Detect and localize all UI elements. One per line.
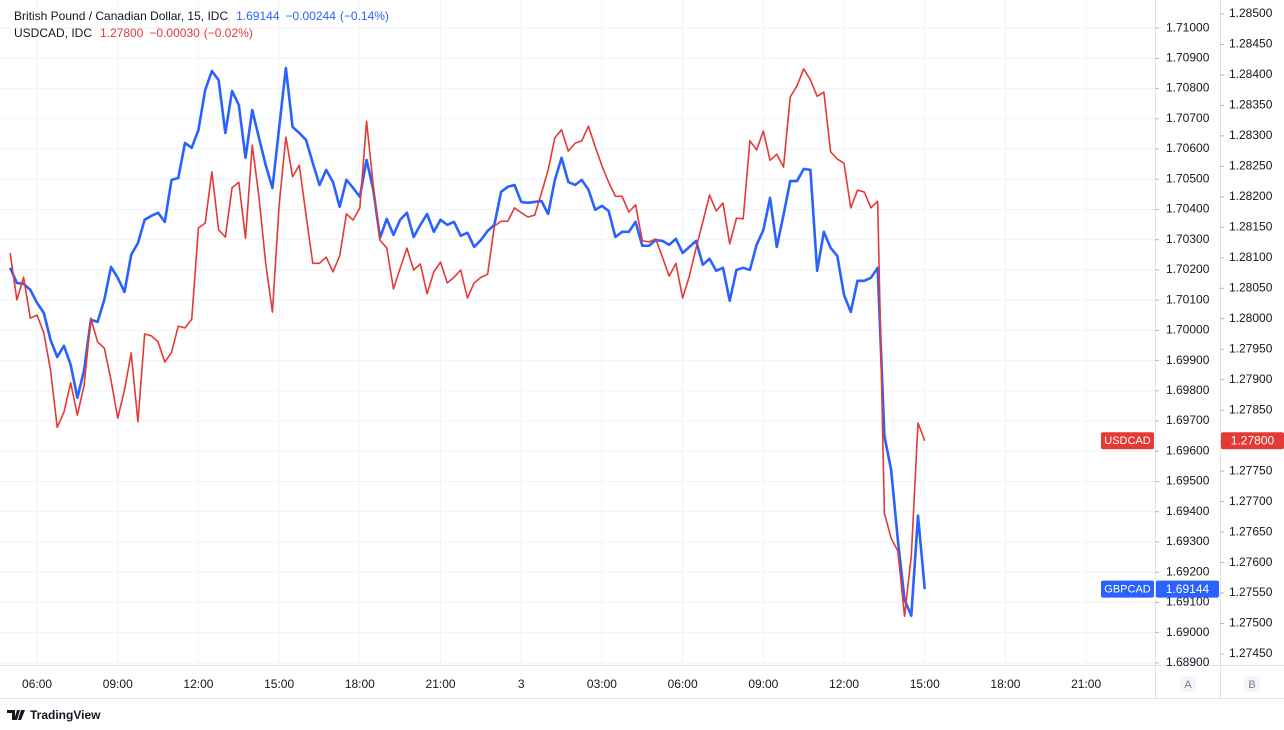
scale-button[interactable] <box>1180 676 1196 692</box>
y-tick-label: 1.69400 <box>1166 504 1210 518</box>
y-tick-label: 1.70700 <box>1166 111 1210 125</box>
scale-button[interactable] <box>1244 676 1260 692</box>
x-tick-label: 21:00 <box>1071 677 1101 691</box>
y2-tick-label: 1.28300 <box>1229 128 1273 142</box>
x-tick-label: 15:00 <box>910 677 940 691</box>
x-tick-label: 12:00 <box>829 677 859 691</box>
legend-value: 1.69144 <box>236 9 280 23</box>
y2-tick-label: 1.27750 <box>1229 463 1273 477</box>
series-name-badge <box>1101 580 1154 598</box>
x-tick-label: 21:00 <box>426 677 456 691</box>
y-tick-label: 1.69700 <box>1166 413 1210 427</box>
legend-row: USDCAD, IDC 1.27800 −0.00030 (−0.02%) <box>14 26 253 40</box>
y2-tick-label: 1.27600 <box>1229 555 1273 569</box>
last-value-badge <box>1156 580 1219 598</box>
axis-layer: A B 06:00 09:00 12:00 15:00 18:00 21:00 3 03:00… <box>0 0 1284 699</box>
x-tick-label: 18:00 <box>990 677 1020 691</box>
x-tick-label: 03:00 <box>587 677 617 691</box>
y2-tick-label: 1.27950 <box>1229 341 1273 355</box>
y2-tick-label: 1.28400 <box>1229 67 1273 81</box>
y-tick-label: 1.70300 <box>1166 232 1210 246</box>
series-name-label: USDCAD <box>1104 435 1151 447</box>
x-tick-label: 06:00 <box>668 677 698 691</box>
line-layer <box>8 66 927 618</box>
y2-tick-label: 1.28450 <box>1229 37 1273 51</box>
legend-change-pct: (−0.02%) <box>204 26 253 40</box>
x-tick-label: 12:00 <box>183 677 213 691</box>
series-name-label: GBPCAD <box>1104 584 1151 596</box>
y-tick-label: 1.70400 <box>1166 202 1210 216</box>
x-tick-label: 09:00 <box>103 677 133 691</box>
series-line <box>9 68 926 618</box>
y2-tick-label: 1.27900 <box>1229 372 1273 386</box>
x-tick-label: 3 <box>518 677 525 691</box>
scale-label: B <box>1248 679 1255 691</box>
x-tick-label: 15:00 <box>264 677 294 691</box>
series-line <box>8 66 927 618</box>
y-tick-label: 1.70600 <box>1166 141 1210 155</box>
brand-logo <box>7 710 25 720</box>
y-tick-label: 1.70900 <box>1166 51 1210 65</box>
y2-tick-label: 1.28050 <box>1229 280 1273 294</box>
y2-tick-label: 1.27450 <box>1229 646 1273 660</box>
legend-change-pct: (−0.14%) <box>340 9 389 23</box>
y-tick-label: 1.70200 <box>1166 262 1210 276</box>
brand: TradingView <box>7 708 101 722</box>
grid-layer <box>0 0 1155 665</box>
y2-tick-label: 1.28500 <box>1229 6 1273 20</box>
y-tick-label: 1.69100 <box>1166 595 1210 609</box>
badge-layer: GBPCAD 1.69144 USDCAD 1.27800 <box>1101 432 1284 598</box>
y2-tick-label: 1.27550 <box>1229 585 1273 599</box>
legend-change: −0.00244 <box>286 9 337 23</box>
legend-change: −0.00030 <box>149 26 200 40</box>
y2-tick-label: 1.28000 <box>1229 311 1273 325</box>
y2-tick-label: 1.28150 <box>1229 220 1273 234</box>
y-tick-label: 1.70100 <box>1166 292 1210 306</box>
x-tick-label: 09:00 <box>748 677 778 691</box>
scale-label: A <box>1184 679 1192 691</box>
series-name-badge <box>1101 432 1154 450</box>
last-value-badge <box>1221 432 1284 450</box>
legend-symbol: British Pound / Canadian Dollar, 15, IDC <box>14 9 228 23</box>
y-tick-label: 1.70500 <box>1166 171 1210 185</box>
legend: British Pound / Canadian Dollar, 15, IDC… <box>14 9 389 40</box>
y-tick-label: 1.69000 <box>1166 625 1210 639</box>
legend-symbol: USDCAD, IDC <box>14 26 92 40</box>
y2-tick-label: 1.28250 <box>1229 159 1273 173</box>
y-tick-label: 1.69300 <box>1166 534 1210 548</box>
x-tick-label: 06:00 <box>22 677 52 691</box>
y-tick-label: 1.70800 <box>1166 81 1210 95</box>
y2-tick-label: 1.27850 <box>1229 402 1273 416</box>
y-tick-label: 1.70000 <box>1166 323 1210 337</box>
y-tick-label: 1.69500 <box>1166 474 1210 488</box>
y-tick-label: 1.69800 <box>1166 383 1210 397</box>
y2-tick-label: 1.28100 <box>1229 250 1273 264</box>
y-tick-label: 1.68900 <box>1166 655 1210 669</box>
y-tick-label: 1.69200 <box>1166 564 1210 578</box>
y2-tick-label: 1.27500 <box>1229 616 1273 630</box>
legend-row: British Pound / Canadian Dollar, 15, IDC… <box>14 9 389 23</box>
legend-value: 1.27800 <box>100 26 144 40</box>
y2-tick-label: 1.28350 <box>1229 98 1273 112</box>
y2-tick-label: 1.28200 <box>1229 189 1273 203</box>
brand-name: TradingView <box>30 708 101 722</box>
y-tick-label: 1.69600 <box>1166 443 1210 457</box>
y2-tick-label: 1.27700 <box>1229 494 1273 508</box>
last-value-label: 1.69144 <box>1166 582 1210 596</box>
y-tick-label: 1.69900 <box>1166 353 1210 367</box>
x-tick-label: 18:00 <box>345 677 375 691</box>
y-tick-label: 1.71000 <box>1166 20 1210 34</box>
last-value-label: 1.27800 <box>1231 433 1275 447</box>
y2-tick-label: 1.27650 <box>1229 524 1273 538</box>
